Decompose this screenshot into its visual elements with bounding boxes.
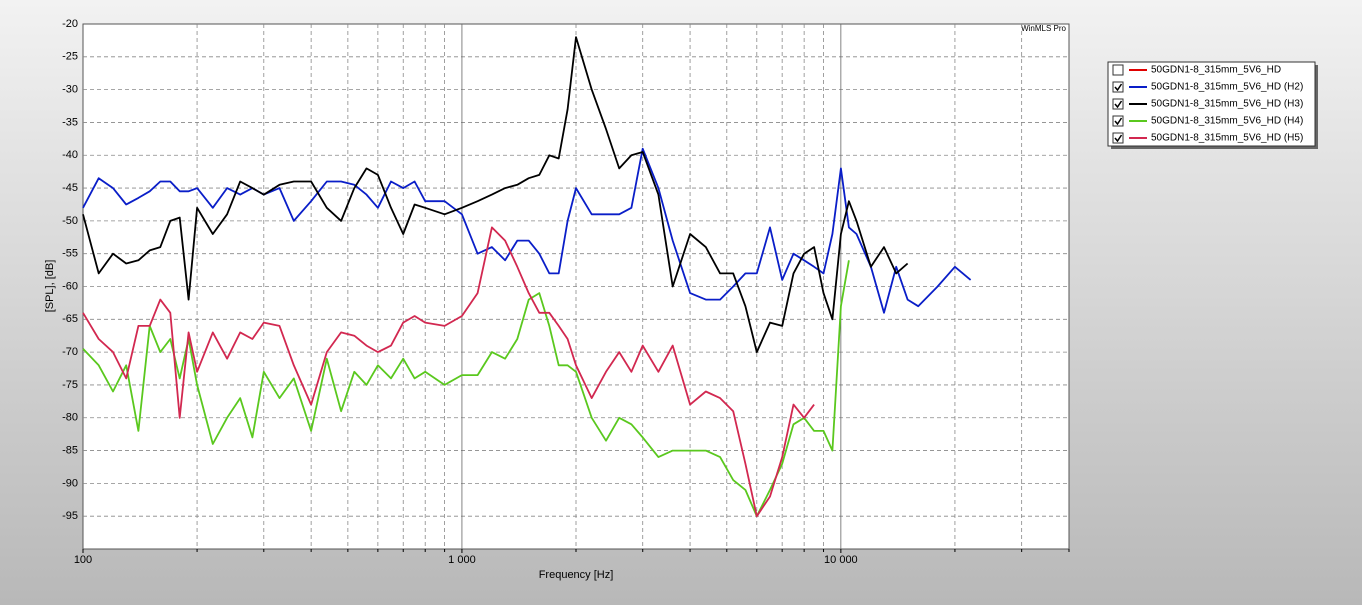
- y-tick-label: -75: [62, 379, 78, 391]
- legend-checkmark: [1114, 100, 1123, 109]
- y-tick-label: -25: [62, 51, 78, 63]
- legend-label: 50GDN1-8_315mm_5V6_HD (H3): [1151, 99, 1303, 110]
- legend-label: 50GDN1-8_315mm_5V6_HD (H2): [1151, 82, 1303, 93]
- legend-label: 50GDN1-8_315mm_5V6_HD: [1151, 65, 1281, 76]
- legend-label: 50GDN1-8_315mm_5V6_HD (H5): [1151, 133, 1303, 144]
- legend-checkbox: [1112, 98, 1124, 110]
- series-line: [82, 147, 972, 314]
- y-tick-label: -70: [62, 346, 78, 358]
- legend-item: 50GDN1-8_315mm_5V6_HD (H3): [1112, 98, 1303, 110]
- legend-checkbox: [1112, 81, 1124, 93]
- y-tick-label: -40: [62, 149, 78, 161]
- y-tick-label: -80: [62, 412, 78, 424]
- legend-item: 50GDN1-8_315mm_5V6_HD (H4): [1112, 115, 1303, 127]
- legend-item: 50GDN1-8_315mm_5V6_HD (H5): [1112, 132, 1303, 144]
- y-tick-label: -90: [62, 477, 78, 489]
- y-tick-label: -45: [62, 182, 78, 194]
- y-tick-label: -60: [62, 280, 78, 292]
- y-tick-label: -30: [62, 84, 78, 96]
- legend-checkbox: [1112, 132, 1124, 144]
- y-tick-label: -55: [62, 248, 78, 260]
- x-axis-label: Frequency [Hz]: [539, 569, 614, 581]
- series-line: [82, 36, 909, 353]
- y-tick-label: -20: [62, 18, 78, 30]
- legend-checkbox: [1112, 115, 1124, 127]
- y-axis-label: [SPL], [dB]: [44, 260, 56, 313]
- x-tick-label: 1 000: [448, 554, 476, 566]
- legend-checkbox: [1112, 64, 1124, 76]
- legend-item: 50GDN1-8_315mm_5V6_HD (H2): [1112, 81, 1303, 93]
- y-tick-label: -35: [62, 116, 78, 128]
- y-tick-label: -85: [62, 444, 78, 456]
- y-tick-label: -50: [62, 215, 78, 227]
- x-tick-label: 10 000: [824, 554, 858, 566]
- legend-checkmark: [1114, 83, 1123, 92]
- corner-label: WinMLS Pro: [1021, 24, 1066, 33]
- legend-checkmark: [1114, 117, 1123, 126]
- y-tick-label: -95: [62, 510, 78, 522]
- series-line: [82, 226, 815, 518]
- legend-item: 50GDN1-8_315mm_5V6_HD: [1112, 64, 1281, 76]
- legend-label: 50GDN1-8_315mm_5V6_HD (H4): [1151, 116, 1303, 127]
- x-tick-label: 100: [74, 554, 92, 566]
- legend-checkmark: [1114, 134, 1123, 143]
- y-tick-label: -65: [62, 313, 78, 325]
- series-line: [82, 260, 850, 518]
